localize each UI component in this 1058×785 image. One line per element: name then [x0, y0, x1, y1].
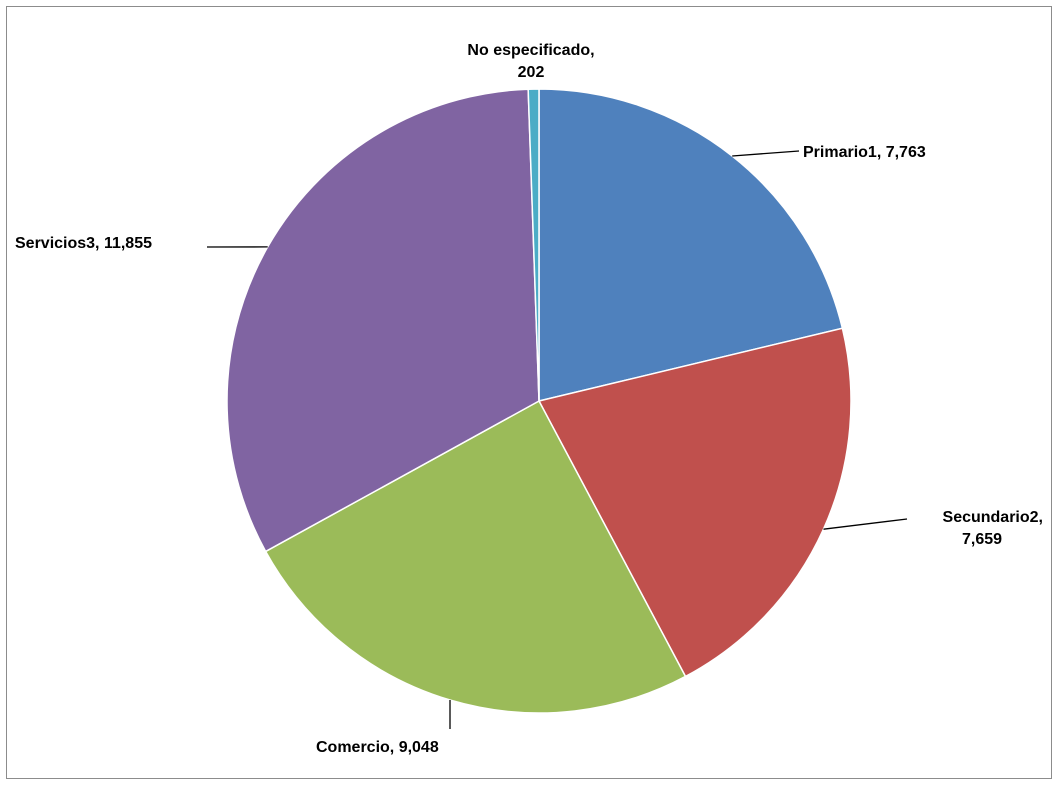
data-label-no-especificado-line2: 202 [518, 64, 545, 81]
data-label-primario: Primario1, 7,763 [803, 144, 926, 161]
leader-line-secundario2 [823, 518, 908, 530]
pie-slice-primario1 [538, 88, 844, 402]
leader-line-primario1 [732, 150, 800, 157]
pie-chart: Primario1, 7,763 Secundario2, 7,659 Come… [15, 42, 1043, 756]
data-label-secundario-line1: Secundario2, [943, 509, 1043, 526]
data-label-no-especificado-line1: No especificado, [467, 42, 594, 59]
data-labels: Primario1, 7,763 Secundario2, 7,659 Come… [15, 42, 1043, 756]
chart-area: Primario1, 7,763 Secundario2, 7,659 Come… [6, 6, 1052, 779]
pie-slice-comercio [264, 399, 687, 714]
data-label-servicios: Servicios3, 11,855 [15, 235, 152, 252]
leader-lines [206, 150, 908, 729]
pie-slices [226, 88, 852, 714]
pie-slice-no-especificado [527, 88, 540, 402]
data-label-comercio: Comercio, 9,048 [316, 739, 439, 756]
pie-slice-secundario2 [537, 327, 852, 678]
data-label-secundario-line2: 7,659 [962, 531, 1002, 548]
